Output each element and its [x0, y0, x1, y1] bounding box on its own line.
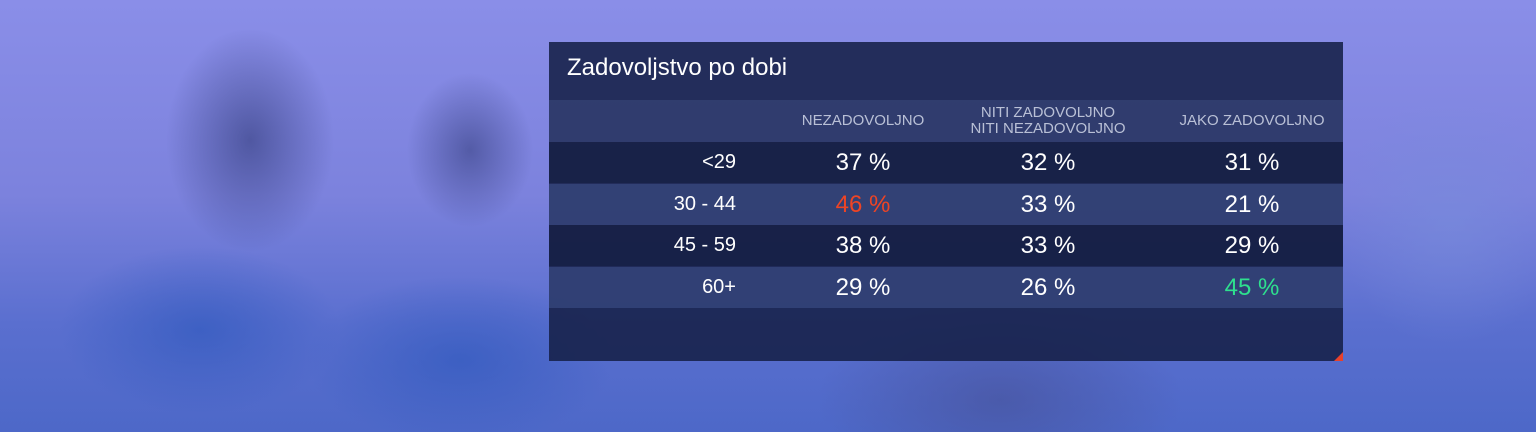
column-header: JAKO ZADOVOLJNO — [1152, 113, 1352, 129]
table-panel: Zadovoljstvo po dobi NEZADOVOLJNO NITI ZA… — [549, 42, 1343, 361]
table-cell: 37 % — [835, 149, 891, 176]
table-cell: 32 % — [1020, 149, 1076, 176]
column-header: NITI ZADOVOLJNO NITI NEZADOVOLJNO — [948, 105, 1148, 137]
column-header-line: NEZADOVOLJNO — [801, 112, 925, 129]
column-header-line: JAKO ZADOVOLJNO — [1179, 112, 1325, 129]
row-label: 60+ — [702, 275, 736, 298]
table-row: <29 37 % 32 % 31 % — [549, 142, 1343, 183]
table-cell: 21 % — [1224, 190, 1280, 218]
table-row: 30 - 44 46 % 33 % 21 % — [549, 183, 1343, 225]
table-cell: 29 % — [1224, 232, 1280, 259]
table-cell: 33 % — [1020, 190, 1076, 218]
column-header: NEZADOVOLJNO — [763, 113, 963, 129]
table-cell: 45 % — [1224, 273, 1280, 301]
corner-accent — [1334, 352, 1343, 361]
column-header-line: NITI ZADOVOLJNO — [980, 104, 1116, 121]
column-header-line: NITI NEZADOVOLJNO — [970, 120, 1126, 137]
table-row: 45 - 59 38 % 33 % 29 % — [549, 225, 1343, 266]
table-cell: 33 % — [1020, 232, 1076, 259]
row-label: 45 - 59 — [673, 234, 736, 256]
table-title: Zadovoljstvo po dobi — [567, 54, 788, 81]
table-cell: 29 % — [835, 273, 891, 301]
header-row: NEZADOVOLJNO NITI ZADOVOLJNO NITI NEZADOVO… — [549, 100, 1343, 142]
table-row: 60+ 29 % 26 % 45 % — [549, 266, 1343, 308]
table-cell: 31 % — [1224, 149, 1280, 176]
table-cell: 26 % — [1020, 273, 1076, 301]
table-cell: 46 % — [835, 190, 891, 218]
table-cell: 38 % — [835, 232, 891, 259]
row-label: 30 - 44 — [673, 192, 736, 215]
row-label: <29 — [702, 151, 736, 173]
